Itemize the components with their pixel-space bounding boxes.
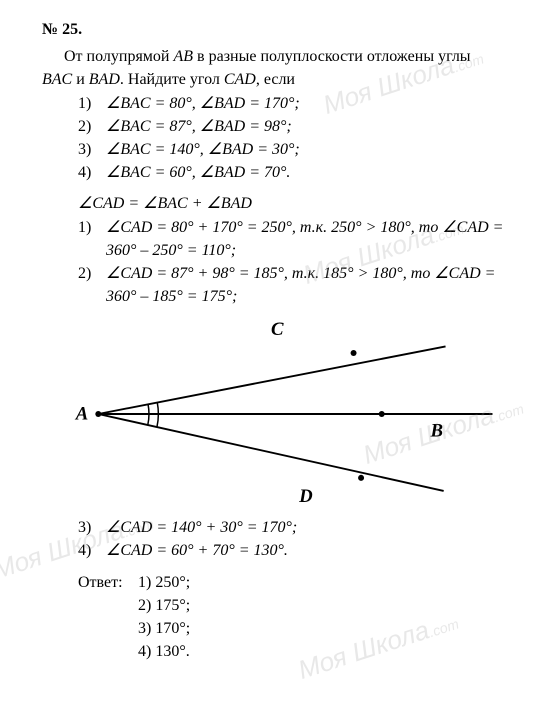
problem-text-4: , если: [256, 71, 295, 88]
sol-line2: 360° – 185° = 175°;: [78, 285, 530, 308]
list-item: 2)∠BAC = 87°, ∠BAD = 98°;: [78, 115, 530, 138]
svg-text:B: B: [430, 421, 444, 442]
problem-text-1: От полупрямой: [64, 48, 174, 65]
solutions-top: 1)∠CAD = 80° + 170° = 250°, т.к. 250° > …: [42, 216, 530, 309]
problem-text-2: в разные полуплоскости отложены углы: [193, 48, 471, 65]
ans-n: 2): [138, 597, 151, 614]
item-text: ∠BAC = 140°, ∠BAD = 30°;: [106, 138, 300, 161]
problem-statement: От полупрямой AB в разные полуплоскости …: [42, 45, 530, 91]
answer-spacer: [78, 594, 138, 617]
solution-row: 3)∠CAD = 140° + 30° = 170°;: [78, 516, 530, 539]
problem-number: № 25.: [42, 18, 530, 41]
geometry-diagram: A B C D: [42, 314, 530, 514]
ans-n: 3): [138, 620, 151, 637]
item-text: ∠BAC = 87°, ∠BAD = 98°;: [106, 115, 292, 138]
ans-n: 1): [138, 574, 151, 591]
item-text: ∠BAC = 60°, ∠BAD = 70°.: [106, 161, 290, 184]
svg-text:A: A: [75, 404, 89, 425]
ans-v: 130°.: [155, 643, 189, 660]
sol-num: 1): [78, 216, 106, 239]
answer-spacer: [78, 640, 138, 663]
list-item: 4)∠BAC = 60°, ∠BAD = 70°.: [78, 161, 530, 184]
answer-row: 2) 175°;: [78, 594, 530, 617]
solution-row: 2)∠CAD = 87° + 98° = 185°, т.к. 185° > 1…: [78, 262, 530, 285]
item-num: 1): [78, 92, 106, 115]
diagram-svg: A B C D: [42, 314, 530, 514]
answer-label: Ответ:: [78, 571, 138, 594]
answer-rest: 2) 175°;: [138, 594, 530, 617]
problem-cad: CAD: [224, 71, 256, 88]
sol-num: 3): [78, 516, 106, 539]
ans-v: 250°;: [155, 574, 190, 591]
problem-bac: BAC: [42, 68, 72, 91]
answer-row: 3) 170°;: [78, 617, 530, 640]
sol-line1: ∠CAD = 80° + 170° = 250°, т.к. 250° > 18…: [106, 216, 503, 239]
solution-row: 4)∠CAD = 60° + 70° = 130°.: [78, 539, 530, 562]
list-item: 3)∠BAC = 140°, ∠BAD = 30°;: [78, 138, 530, 161]
formula: ∠CAD = ∠BAC + ∠BAD: [42, 192, 530, 215]
sol-num: 4): [78, 539, 106, 562]
problem-ab: AB: [174, 48, 194, 65]
ans-v: 170°;: [155, 620, 190, 637]
answer-row: Ответ: 1) 250°;: [78, 571, 530, 594]
answer-rest: 4) 130°.: [138, 640, 530, 663]
given-list: 1)∠BAC = 80°, ∠BAD = 170°; 2)∠BAC = 87°,…: [42, 92, 530, 185]
sol-line1: ∠CAD = 87° + 98° = 185°, т.к. 185° > 180…: [106, 262, 495, 285]
solution-row: 1)∠CAD = 80° + 170° = 250°, т.к. 250° > …: [78, 216, 530, 239]
item-num: 4): [78, 161, 106, 184]
answer-block: Ответ: 1) 250°; 2) 175°; 3) 170°; 4) 130…: [42, 571, 530, 664]
list-item: 1)∠BAC = 80°, ∠BAD = 170°;: [78, 92, 530, 115]
sol-num: 2): [78, 262, 106, 285]
sol-text: ∠CAD = 60° + 70° = 130°.: [106, 539, 288, 562]
item-text: ∠BAC = 80°, ∠BAD = 170°;: [106, 92, 300, 115]
ans-n: 4): [138, 643, 151, 660]
answer-rest: 3) 170°;: [138, 617, 530, 640]
answer-spacer: [78, 617, 138, 640]
problem-text-3: . Найдите угол: [120, 71, 224, 88]
sol-line2: 360° – 250° = 110°;: [78, 239, 530, 262]
ans-v: 175°;: [155, 597, 190, 614]
problem-bad: BAD: [89, 71, 120, 88]
problem-and: и: [72, 71, 89, 88]
page-root: № 25. От полупрямой AB в разные полуплос…: [0, 0, 558, 681]
answer-rest: 1) 250°;: [138, 571, 530, 594]
item-num: 3): [78, 138, 106, 161]
item-num: 2): [78, 115, 106, 138]
solutions-bottom: 3)∠CAD = 140° + 30° = 170°; 4)∠CAD = 60°…: [42, 516, 530, 562]
svg-text:D: D: [298, 486, 313, 507]
answer-row: 4) 130°.: [78, 640, 530, 663]
svg-text:C: C: [271, 319, 284, 340]
sol-text: ∠CAD = 140° + 30° = 170°;: [106, 516, 297, 539]
